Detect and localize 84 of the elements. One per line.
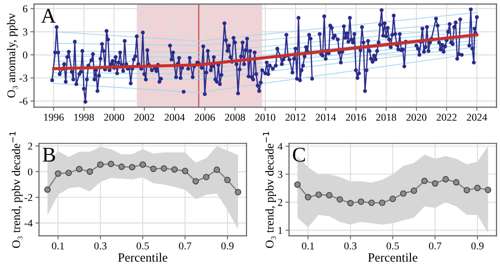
point [378,200,386,206]
point [128,164,136,170]
annotation: C [292,148,305,162]
y-tick-label: 1 [278,226,282,234]
x-tick-label: 0.3 [344,242,357,250]
point [182,168,188,174]
point [150,166,157,172]
point [484,186,492,194]
point [44,186,51,193]
x-tick-label: 0.7 [178,242,192,250]
point [214,166,220,173]
x-tick-label: 2020 [406,114,426,121]
y-tick-label: -4 [24,220,33,227]
y-tick-label: 3 [23,28,28,36]
point [76,166,82,172]
point [118,164,125,170]
x-tick-label: 0.9 [471,242,484,250]
x-tick-label: 2018 [376,114,396,121]
x-tick-label: 0.3 [94,242,107,250]
point [326,192,332,198]
point [203,174,210,180]
point [368,200,375,206]
y-axis-title: O₃ anomaly, ppbv [6,13,18,98]
x-tick-label: 2006 [194,114,215,121]
point [400,190,407,197]
x-tick-label: 2022 [436,114,456,121]
x-axis-title: Percentile [368,252,418,262]
x-tick-label: 2004 [164,114,185,121]
y-axis-title: O₃ trend, ppbv decade$^{−1}$ [9,132,23,248]
point [54,170,62,177]
y-tick-label: 4 [278,142,283,150]
y-tick-label: -2 [24,194,32,201]
y-tick-label: 3 [278,170,282,178]
x-tick-label: 0.5 [136,242,149,250]
point [453,179,460,186]
point [464,186,470,194]
x-tick-label: 2012 [286,114,306,121]
y-tick-label: 0 [22,52,28,59]
x-tick-label: 2000 [104,114,124,121]
x-tick-label: 2002 [134,114,154,121]
annotation: B [42,148,55,162]
x-tick-label: 0.1 [52,242,64,250]
point [65,170,72,176]
point [474,184,481,192]
x-tick-label: 1996 [44,114,64,121]
y-axis-title: O₃ trend, ppbv decade$^{−1}$ [262,132,276,248]
x-tick-label: 0.7 [428,242,442,250]
y-tick-label: -6 [19,98,28,105]
annotation: A [41,8,56,23]
x-tick-label: 2008 [225,114,246,121]
x-tick-label: 2016 [346,114,366,121]
x-tick-label: 0.5 [386,242,399,250]
point [234,188,242,196]
point [294,181,301,188]
point [304,194,312,200]
y-tick-label: -3 [19,74,28,82]
y-tick-label: 0 [28,168,32,176]
point [410,188,418,194]
y-tick-label: 6 [22,5,28,12]
point [442,176,449,182]
point [432,180,438,187]
point [160,165,168,172]
x-tick-label: 1998 [74,114,94,121]
x-tick-label: 2010 [255,114,276,121]
point [315,191,322,198]
x-tick-label: 2014 [316,114,336,121]
x-tick-label: 0.1 [302,242,314,250]
point [390,196,396,202]
point [171,166,178,173]
point [347,200,354,206]
point [421,178,428,184]
x-tick-label: 0.9 [221,242,234,250]
x-tick-label: 2024 [466,114,488,121]
point [108,160,114,168]
x-axis-title: Percentile [118,252,168,262]
point [336,196,344,203]
point [224,176,231,184]
y-tick-label: 2 [278,198,282,206]
point [358,198,364,205]
point [192,178,199,184]
y-tick-label: 2 [28,142,32,150]
point [97,161,104,168]
point [86,168,94,175]
point [140,161,146,168]
